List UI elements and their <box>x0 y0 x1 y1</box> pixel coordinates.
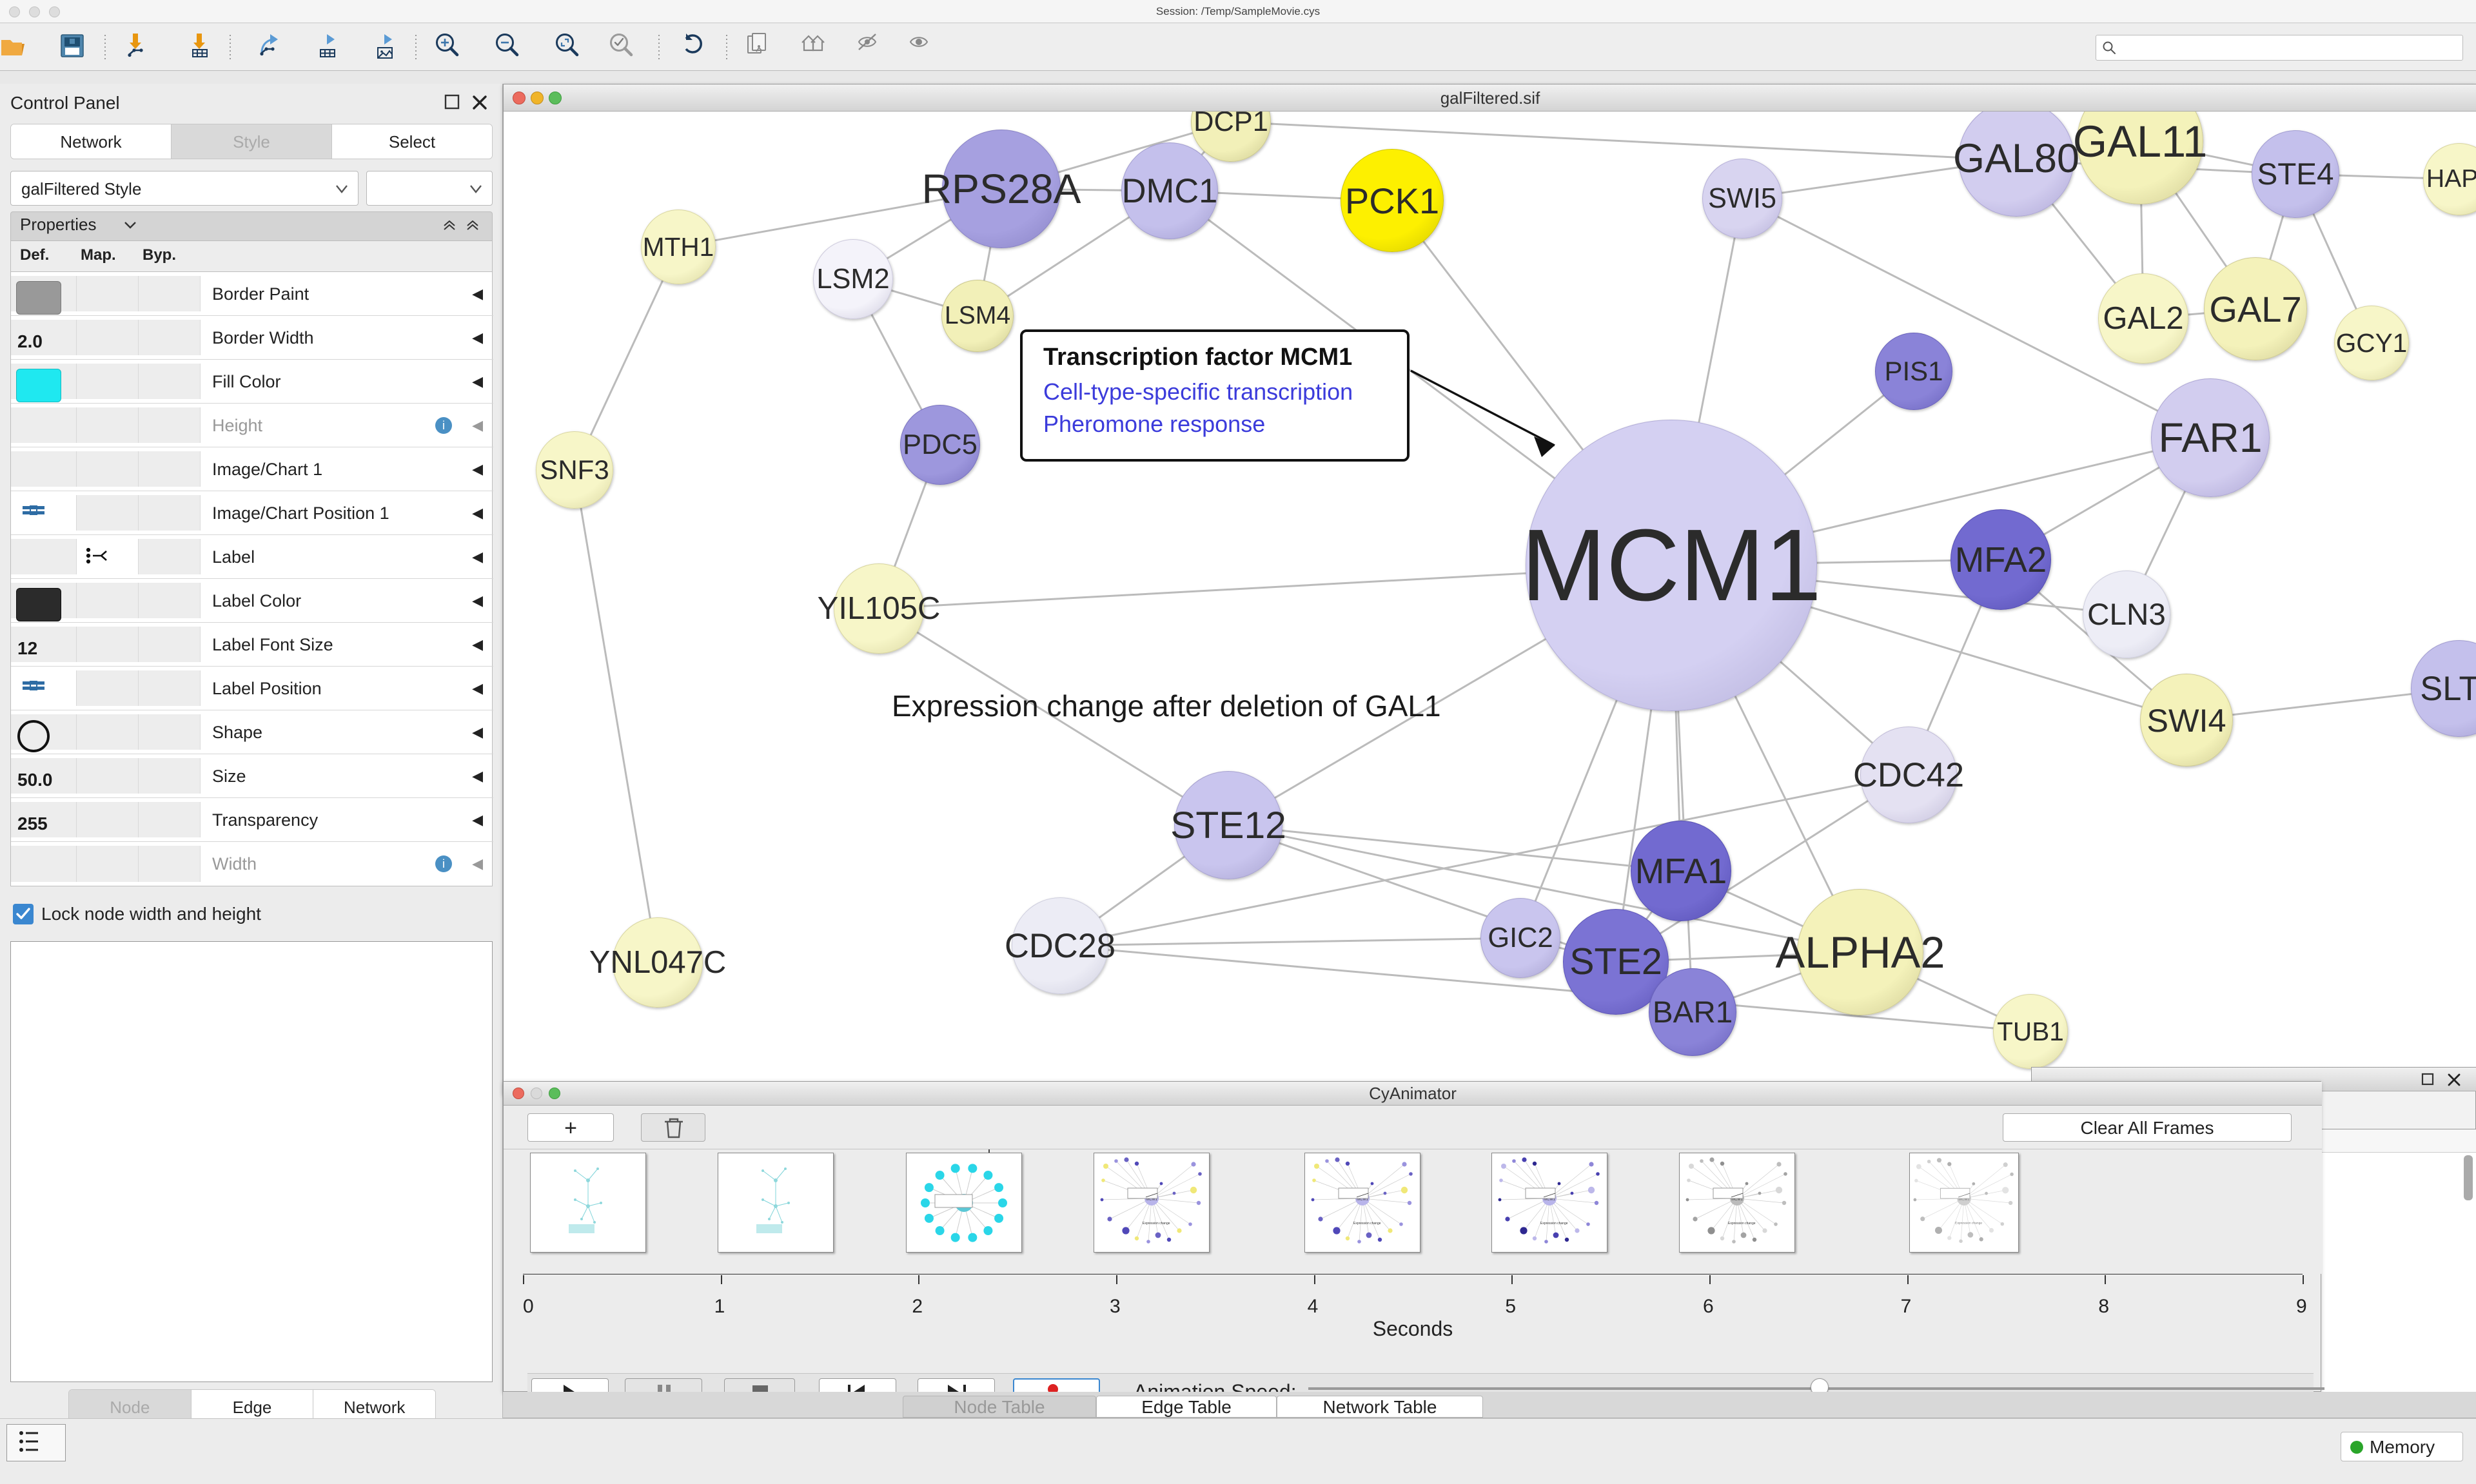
svg-text:Expression change: Expression change <box>1143 1222 1170 1225</box>
svg-text:i: i <box>442 857 445 870</box>
svg-text:Expression change: Expression change <box>1353 1222 1381 1225</box>
svg-text:Expression change: Expression change <box>1728 1222 1756 1225</box>
svg-text:i: i <box>442 419 445 432</box>
svg-text:Expression change: Expression change <box>1540 1222 1568 1225</box>
svg-text:Expression change: Expression change <box>1955 1221 1982 1225</box>
